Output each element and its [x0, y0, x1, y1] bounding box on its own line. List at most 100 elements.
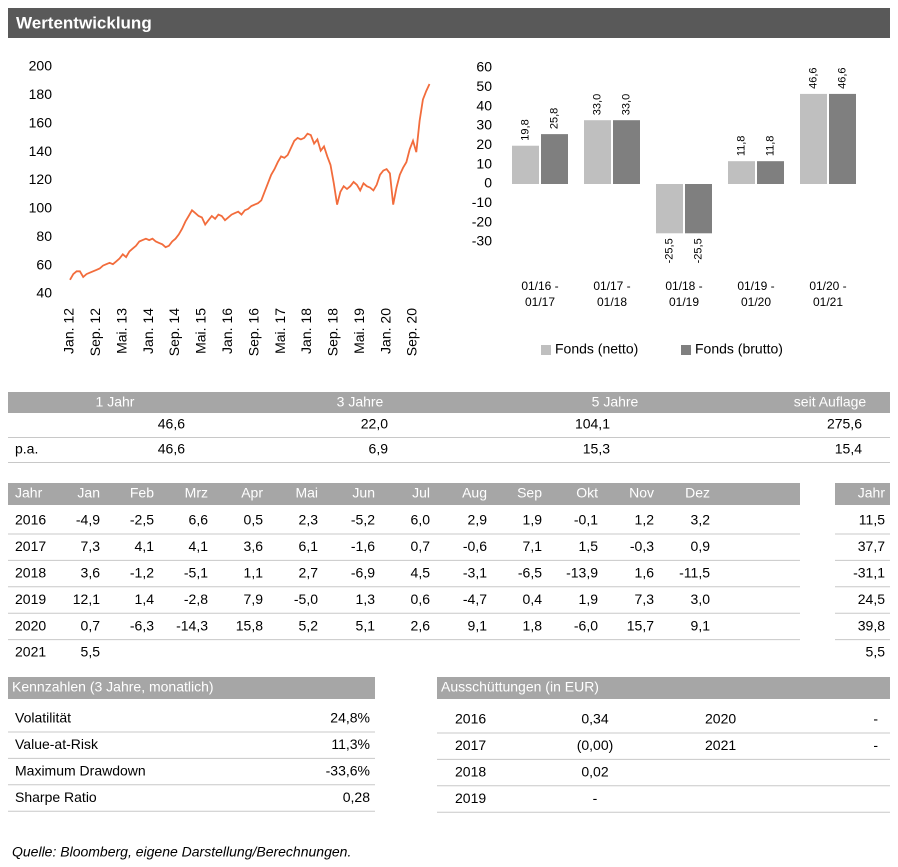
row-label: Sharpe Ratio	[15, 789, 97, 805]
y-tick-label: 100	[29, 200, 53, 216]
table-header: Jan	[77, 485, 100, 501]
cell: 5,5	[81, 644, 101, 660]
x-tick-label: Jan. 16	[219, 308, 235, 354]
table-header-bg	[8, 392, 890, 413]
cell: -1,6	[351, 538, 375, 554]
cell: -0,3	[630, 538, 654, 554]
cell: 46,6	[158, 416, 185, 432]
table-header: Sep	[517, 485, 542, 501]
y-tick-label: 0	[484, 175, 492, 191]
cell: 4,1	[189, 538, 209, 554]
cell: 1,5	[579, 538, 599, 554]
bar	[829, 93, 856, 184]
cell: 2,6	[411, 617, 431, 633]
legend-label: Fonds (netto)	[555, 341, 638, 357]
bar	[512, 145, 539, 184]
cell: -5,1	[184, 565, 208, 581]
table-header: Nov	[629, 485, 654, 501]
cell: 2,9	[468, 512, 488, 528]
cell: 9,1	[691, 617, 711, 633]
x-tick-label: 01/21	[813, 295, 843, 309]
table-header: Mai	[295, 485, 318, 501]
legend-swatch	[681, 345, 691, 355]
cell: 2018	[455, 764, 486, 780]
cell: 1,4	[135, 591, 155, 607]
bar	[584, 120, 611, 184]
x-tick-label: 01/17 -	[593, 279, 630, 293]
cell: 1,8	[523, 617, 543, 633]
y-tick-label: 40	[36, 285, 52, 301]
x-tick-label: Mai. 17	[272, 308, 288, 354]
y-tick-label: 20	[476, 136, 492, 152]
cell: -6,9	[351, 565, 375, 581]
row-label: 2016	[15, 512, 46, 528]
x-tick-label: Jan. 18	[298, 308, 314, 354]
cell: 0,5	[244, 512, 264, 528]
x-tick-label: Jan. 14	[140, 308, 156, 354]
bar	[728, 161, 755, 184]
header-title: Wertentwicklung	[16, 13, 152, 32]
x-tick-label: 01/19 -	[737, 279, 774, 293]
cell: -6,0	[574, 617, 598, 633]
y-tick-label: 160	[29, 114, 53, 130]
cell: 1,9	[523, 512, 543, 528]
bar	[541, 134, 568, 184]
table-header: Jun	[352, 485, 375, 501]
x-tick-label: Sep. 20	[404, 308, 420, 356]
cell: 15,7	[627, 617, 654, 633]
cell: -5,2	[351, 512, 375, 528]
cell: 1,2	[635, 512, 655, 528]
footer-source: Quelle: Bloomberg, eigene Darstellung/Be…	[12, 844, 351, 860]
row-label: Value-at-Risk	[15, 736, 99, 752]
x-tick-label: Jan. 20	[377, 308, 393, 354]
cell: 2020	[705, 711, 736, 727]
table-header: Jul	[412, 485, 430, 501]
cell: 15,8	[236, 617, 263, 633]
bar-value-label: 46,6	[807, 67, 819, 88]
y-tick-label: 30	[476, 117, 492, 133]
cell: -13,9	[566, 565, 598, 581]
x-tick-label: Mai. 13	[113, 308, 129, 354]
row-label: 2019	[15, 591, 46, 607]
bar-value-label: 11,8	[735, 136, 747, 157]
cell: 0,28	[343, 789, 370, 805]
x-tick-label: Sep. 14	[166, 308, 182, 356]
cell: 1,3	[356, 591, 376, 607]
cell: 0,4	[523, 591, 543, 607]
cell: 15,4	[835, 441, 862, 457]
table-header: Feb	[130, 485, 154, 501]
y-tick-label: 10	[476, 155, 492, 171]
x-tick-label: 01/20	[741, 295, 771, 309]
x-tick-label: 01/19	[669, 295, 699, 309]
cell: -0,6	[463, 538, 487, 554]
x-tick-label: Jan. 12	[61, 308, 77, 354]
bar-value-label: 33,0	[620, 94, 632, 115]
x-tick-label: 01/20 -	[809, 279, 846, 293]
table-header: Jahr	[858, 485, 886, 501]
y-tick-label: -20	[472, 213, 492, 229]
cell: -0,1	[574, 512, 598, 528]
cell: -11,5	[679, 565, 710, 581]
cell: 1,9	[579, 591, 599, 607]
y-tick-label: 120	[29, 171, 53, 187]
table-header-bg	[8, 677, 375, 699]
table-header: seit Auflage	[794, 394, 867, 410]
cell: -5,0	[294, 591, 318, 607]
cell: -1,2	[130, 565, 154, 581]
y-tick-label: 200	[29, 58, 53, 74]
cell: 3,6	[244, 538, 264, 554]
y-tick-label: 60	[476, 59, 492, 75]
y-tick-label: 80	[36, 228, 52, 244]
cell: 6,6	[189, 512, 209, 528]
cell: 2016	[455, 711, 486, 727]
cell: 11,3%	[331, 736, 370, 752]
table-header: Apr	[241, 485, 263, 501]
cell: 6,9	[369, 441, 389, 457]
table-header: Dez	[685, 485, 710, 501]
x-tick-label: 01/16 -	[521, 279, 558, 293]
cell: 2019	[455, 790, 486, 806]
row-label: 2021	[15, 644, 46, 660]
bar	[685, 184, 712, 234]
table-title: Ausschüttungen (in EUR)	[441, 679, 599, 695]
legend-label: Fonds (brutto)	[695, 341, 783, 357]
